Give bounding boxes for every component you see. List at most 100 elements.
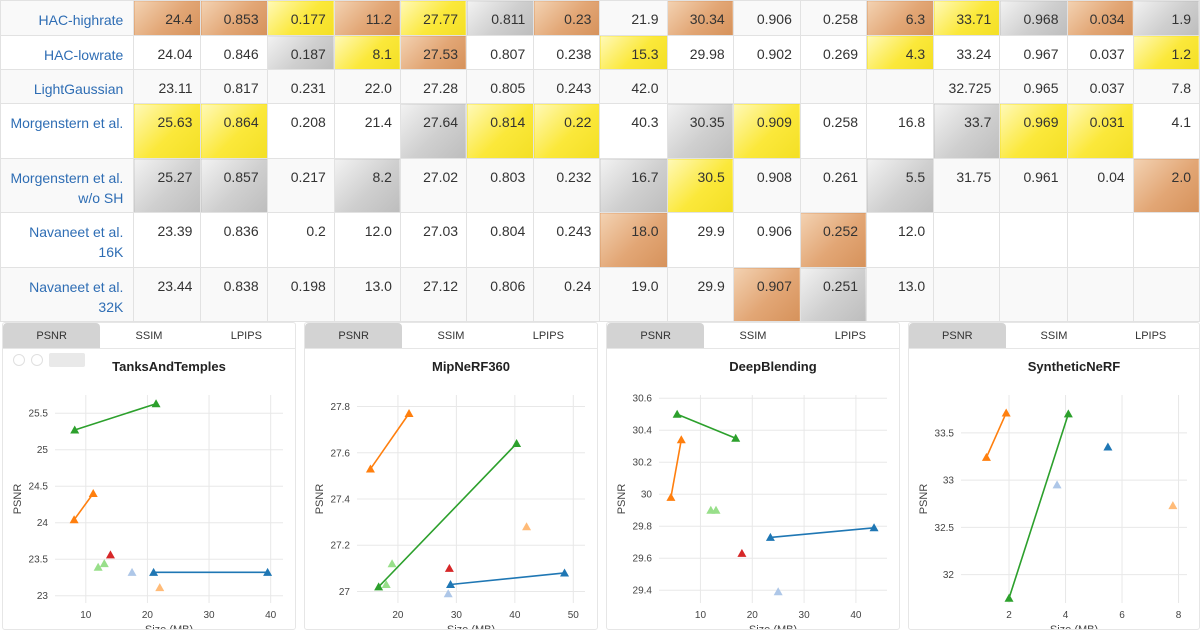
data-point[interactable] <box>443 589 453 598</box>
data-point[interactable] <box>1001 408 1011 417</box>
metric-cell: 0.037 <box>1066 69 1134 104</box>
x-axis-label: Size (MB) <box>749 624 797 630</box>
data-point[interactable] <box>127 567 137 576</box>
metric-cell: 0.177 <box>266 0 335 36</box>
data-point[interactable] <box>93 562 103 571</box>
y-tick-label: 25.5 <box>29 409 49 420</box>
metric-cell: 0.803 <box>466 158 535 213</box>
metric-cell: 30.34 <box>666 0 734 36</box>
chart-panel-deepblending: PSNR SSIM LPIPS DeepBlending 10 20 30 40 29.4… <box>606 322 900 630</box>
data-point[interactable] <box>374 582 384 591</box>
metric-cell: 0.231 <box>266 69 335 104</box>
metric-cell: 0.969 <box>999 103 1068 159</box>
metric-cell <box>866 69 935 104</box>
metric-cell: 22.0 <box>333 69 401 104</box>
data-point[interactable] <box>981 452 991 461</box>
metric-cell: 0.902 <box>732 35 801 70</box>
data-point[interactable] <box>512 439 522 448</box>
metric-cell: 0.251 <box>799 267 868 322</box>
method-name-cell[interactable]: Morgenstern et al. w/o SH <box>0 158 135 213</box>
method-name-cell[interactable]: HAC-lowrate <box>0 35 135 70</box>
metric-cell <box>1132 212 1200 268</box>
data-point[interactable] <box>731 433 741 442</box>
tab-ssim[interactable]: SSIM <box>437 329 465 342</box>
tab-psnr[interactable]: PSNR <box>607 323 705 348</box>
data-point[interactable] <box>88 489 98 498</box>
plot-toolbar[interactable] <box>13 353 85 367</box>
metric-cell: 29.9 <box>666 212 734 268</box>
x-axis-label: Size (MB) <box>145 624 193 630</box>
data-point[interactable] <box>151 399 161 408</box>
y-tick-label: 27.8 <box>331 402 351 413</box>
method-name-cell[interactable]: Navaneet et al. 16K <box>0 212 135 268</box>
chart-title: TanksAndTemples <box>112 359 226 374</box>
data-point[interactable] <box>263 567 273 576</box>
metric-cell: 0.252 <box>799 212 868 268</box>
data-point[interactable] <box>365 464 375 473</box>
tab-lpips[interactable]: LPIPS <box>532 329 564 342</box>
series-line <box>770 527 875 539</box>
data-point[interactable] <box>1063 409 1073 418</box>
tab-psnr[interactable]: PSNR <box>3 323 101 348</box>
data-point[interactable] <box>446 580 456 589</box>
metric-cell <box>933 212 1001 268</box>
x-tick-label: 30 <box>451 610 463 621</box>
data-point[interactable] <box>387 559 397 568</box>
metric-cell <box>933 267 1001 322</box>
method-name-cell[interactable]: HAC-highrate <box>0 0 135 36</box>
tab-lpips[interactable]: LPIPS <box>834 329 866 342</box>
tab-lpips[interactable]: LPIPS <box>1135 329 1167 342</box>
metric-cell: 0.853 <box>200 0 268 36</box>
metric-cell: 19.0 <box>599 267 668 322</box>
data-point[interactable] <box>381 580 391 589</box>
metric-cell: 0.805 <box>466 69 535 104</box>
series-line <box>73 493 94 521</box>
metric-cell: 30.5 <box>666 158 734 213</box>
data-point[interactable] <box>1168 501 1178 510</box>
data-point[interactable] <box>869 523 879 532</box>
tab-psnr[interactable]: PSNR <box>909 323 1006 348</box>
data-point[interactable] <box>737 548 747 557</box>
data-point[interactable] <box>444 563 454 572</box>
zoom-icon[interactable] <box>13 354 25 366</box>
data-point[interactable] <box>773 587 783 596</box>
metric-cell: 27.64 <box>399 103 468 159</box>
data-point[interactable] <box>560 568 570 577</box>
data-point[interactable] <box>404 408 414 417</box>
data-point[interactable] <box>1103 442 1113 451</box>
method-name-cell[interactable]: Navaneet et al. 32K <box>0 267 135 322</box>
data-point[interactable] <box>765 532 775 541</box>
tab-lpips[interactable]: LPIPS <box>230 329 262 342</box>
metric-cell: 32.725 <box>933 69 1001 104</box>
data-point[interactable] <box>105 550 115 559</box>
data-point[interactable] <box>676 435 686 444</box>
metric-cell <box>732 69 801 104</box>
method-name-cell[interactable]: Morgenstern et al. <box>0 103 135 159</box>
tab-ssim[interactable]: SSIM <box>739 329 767 342</box>
data-point[interactable] <box>672 409 682 418</box>
data-point[interactable] <box>522 522 532 531</box>
method-name-cell[interactable]: LightGaussian <box>0 69 135 104</box>
pan-icon[interactable] <box>31 354 43 366</box>
data-point[interactable] <box>149 567 159 576</box>
tab-ssim[interactable]: SSIM <box>135 329 163 342</box>
metric-cell: 27.77 <box>399 0 468 36</box>
data-point[interactable] <box>70 425 80 434</box>
tab-ssim[interactable]: SSIM <box>1040 329 1068 342</box>
data-point[interactable] <box>1004 593 1014 602</box>
series-line <box>369 413 410 470</box>
chart-panel-mipnerf360: PSNR SSIM LPIPS MipNeRF360 20 30 40 50 27 27.2… <box>304 322 598 630</box>
results-table: HAC-highrate 24.4 0.853 0.177 11.2 27.77 0.811… <box>0 0 1200 322</box>
data-point[interactable] <box>155 583 165 592</box>
data-point[interactable] <box>99 559 109 568</box>
metric-cell: 0.838 <box>200 267 268 322</box>
reset-button[interactable] <box>49 353 85 367</box>
metric-cell: 5.5 <box>866 158 935 213</box>
data-point[interactable] <box>711 505 721 514</box>
data-point[interactable] <box>69 515 79 524</box>
tab-psnr[interactable]: PSNR <box>305 323 403 348</box>
data-point[interactable] <box>1052 480 1062 489</box>
data-point[interactable] <box>666 492 676 501</box>
metric-cell: 0.037 <box>1066 35 1134 70</box>
metric-cell: 0.836 <box>200 212 268 268</box>
